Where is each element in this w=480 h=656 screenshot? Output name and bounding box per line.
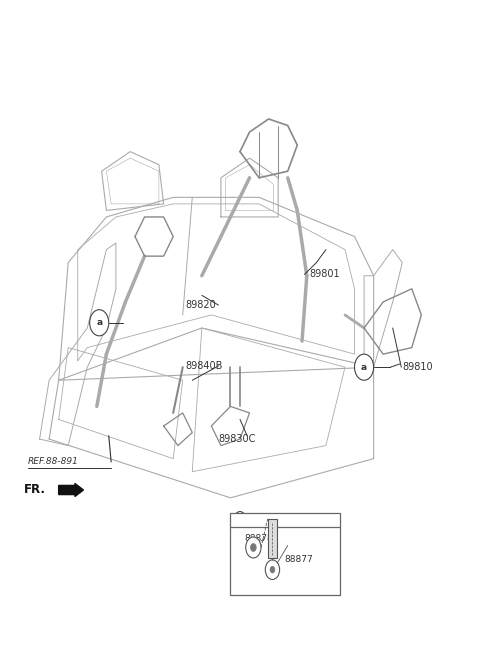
Text: 89830C: 89830C: [218, 434, 256, 444]
Text: FR.: FR.: [24, 483, 46, 497]
Circle shape: [265, 560, 280, 579]
Text: a: a: [361, 363, 367, 372]
Circle shape: [270, 566, 275, 573]
FancyBboxPatch shape: [230, 513, 340, 594]
Text: 89801: 89801: [309, 270, 340, 279]
Circle shape: [234, 512, 246, 529]
Text: 89820: 89820: [185, 300, 216, 310]
Bar: [268, 519, 277, 558]
Circle shape: [251, 544, 256, 552]
Circle shape: [90, 310, 109, 336]
Text: 88878: 88878: [245, 534, 274, 543]
Text: 89840B: 89840B: [185, 361, 223, 371]
Text: a: a: [238, 516, 242, 525]
Text: 89810: 89810: [402, 362, 433, 372]
Circle shape: [355, 354, 373, 380]
Text: 88877: 88877: [285, 556, 313, 564]
FancyArrow shape: [59, 483, 84, 497]
Text: a: a: [96, 318, 102, 327]
Circle shape: [246, 537, 261, 558]
Text: REF.88-891: REF.88-891: [28, 457, 79, 466]
